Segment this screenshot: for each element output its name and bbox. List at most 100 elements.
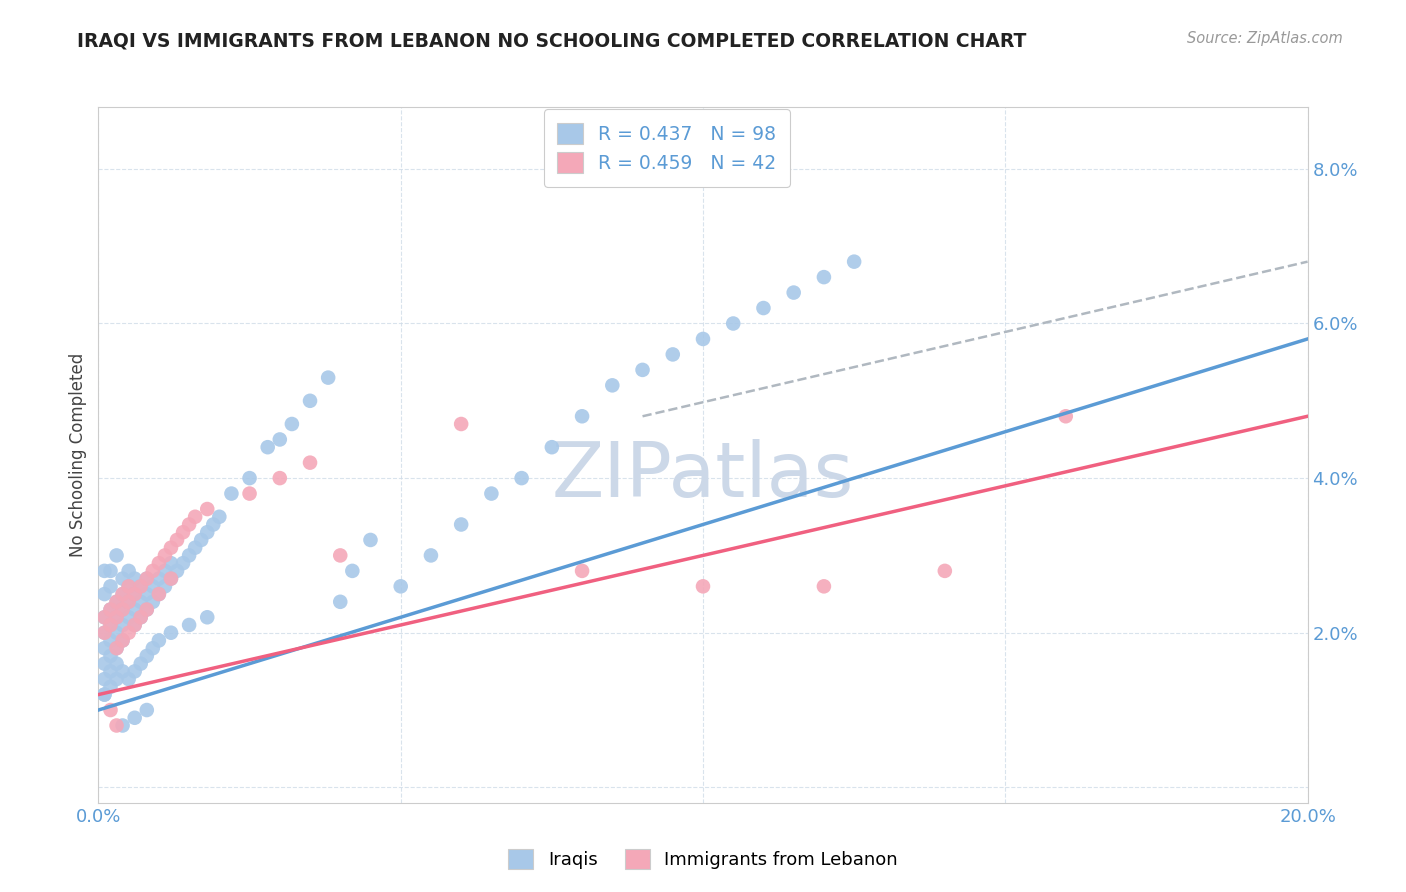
Point: [184, 541, 207, 555]
Point: [118, 579, 141, 593]
Point: [93, 657, 115, 671]
Point: [118, 564, 141, 578]
Point: [148, 633, 170, 648]
Point: [135, 572, 157, 586]
Point: [239, 471, 262, 485]
Point: [93, 625, 115, 640]
Point: [105, 657, 128, 671]
Legend: R = 0.437   N = 98, R = 0.459   N = 42: R = 0.437 N = 98, R = 0.459 N = 42: [544, 110, 790, 186]
Point: [105, 610, 128, 624]
Point: [118, 610, 141, 624]
Point: [329, 595, 352, 609]
Point: [179, 618, 201, 632]
Point: [239, 486, 262, 500]
Point: [148, 587, 170, 601]
Point: [105, 595, 128, 609]
Point: [631, 363, 654, 377]
Point: [142, 564, 165, 578]
Point: [360, 533, 382, 547]
Point: [160, 625, 183, 640]
Point: [111, 718, 134, 732]
Point: [179, 549, 201, 563]
Point: [692, 579, 714, 593]
Point: [540, 440, 562, 454]
Point: [160, 541, 183, 555]
Point: [100, 618, 122, 632]
Point: [93, 610, 115, 624]
Point: [221, 486, 243, 500]
Point: [124, 587, 146, 601]
Text: ZIPatlas: ZIPatlas: [551, 439, 855, 513]
Point: [124, 618, 146, 632]
Point: [100, 665, 122, 679]
Point: [148, 556, 170, 570]
Point: [571, 409, 593, 424]
Point: [148, 572, 170, 586]
Point: [93, 641, 115, 656]
Point: [190, 533, 212, 547]
Point: [129, 595, 152, 609]
Point: [135, 648, 157, 663]
Point: [202, 517, 225, 532]
Point: [111, 633, 134, 648]
Point: [111, 665, 134, 679]
Point: [420, 549, 443, 563]
Point: [844, 254, 866, 268]
Point: [783, 285, 806, 300]
Point: [93, 688, 115, 702]
Point: [105, 641, 128, 656]
Point: [142, 641, 165, 656]
Point: [135, 587, 157, 601]
Point: [723, 317, 745, 331]
Point: [256, 440, 278, 454]
Point: [172, 525, 194, 540]
Point: [316, 370, 339, 384]
Point: [179, 517, 201, 532]
Point: [124, 572, 146, 586]
Point: [571, 564, 593, 578]
Point: [299, 456, 322, 470]
Point: [129, 610, 152, 624]
Point: [105, 610, 128, 624]
Point: [124, 587, 146, 601]
Point: [100, 618, 122, 632]
Point: [105, 549, 128, 563]
Point: [602, 378, 624, 392]
Point: [118, 579, 141, 593]
Point: [111, 602, 134, 616]
Point: [111, 618, 134, 632]
Point: [135, 703, 157, 717]
Point: [299, 393, 322, 408]
Point: [160, 572, 183, 586]
Point: [752, 301, 775, 315]
Point: [153, 549, 176, 563]
Point: [813, 579, 835, 593]
Point: [105, 625, 128, 640]
Point: [450, 417, 472, 431]
Point: [100, 633, 122, 648]
Point: [93, 688, 115, 702]
Point: [450, 517, 472, 532]
Point: [118, 625, 141, 640]
Point: [153, 579, 176, 593]
Point: [105, 595, 128, 609]
Legend: Iraqis, Immigrants from Lebanon: Iraqis, Immigrants from Lebanon: [499, 839, 907, 879]
Point: [661, 347, 683, 361]
Y-axis label: No Schooling Completed: No Schooling Completed: [69, 353, 87, 557]
Point: [100, 602, 122, 616]
Point: [281, 417, 304, 431]
Point: [142, 595, 165, 609]
Point: [93, 587, 115, 601]
Point: [124, 665, 146, 679]
Point: [118, 672, 141, 686]
Point: [105, 672, 128, 686]
Point: [129, 579, 152, 593]
Point: [135, 602, 157, 616]
Point: [481, 486, 503, 500]
Point: [208, 509, 231, 524]
Point: [100, 648, 122, 663]
Point: [195, 610, 218, 624]
Point: [1054, 409, 1077, 424]
Point: [124, 618, 146, 632]
Point: [389, 579, 412, 593]
